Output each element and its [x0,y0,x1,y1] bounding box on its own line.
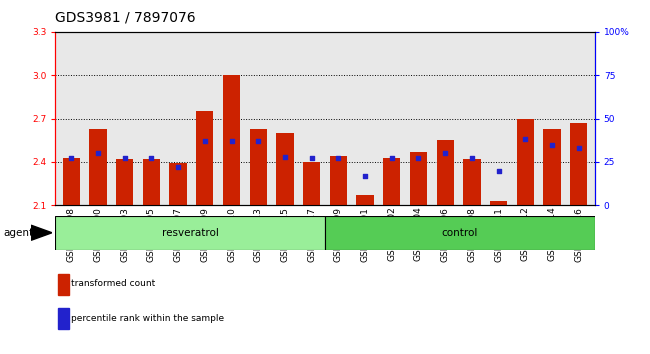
Bar [330,156,347,205]
Point [573,145,584,151]
Bar [276,133,294,205]
Text: percentile rank within the sample: percentile rank within the sample [71,314,224,322]
Point [226,138,237,144]
Text: resveratrol: resveratrol [162,228,218,238]
Point [467,156,477,161]
Bar [356,195,374,205]
Bar [517,119,534,205]
Polygon shape [31,225,52,240]
Point [413,156,424,161]
Bar [570,123,588,205]
Bar [58,274,69,295]
Bar [250,129,267,205]
Text: control: control [442,228,478,238]
Bar [58,308,69,329]
Point [120,156,130,161]
Point [173,164,183,170]
Point [520,137,530,142]
Bar [463,159,480,205]
Point [66,156,77,161]
Bar [62,158,80,205]
Bar [55,216,325,250]
Bar [383,158,400,205]
Bar [543,129,561,205]
Point [306,156,317,161]
Bar [325,216,595,250]
Point [280,154,290,160]
Point [440,150,450,156]
Point [93,150,103,156]
Bar [170,164,187,205]
Bar [303,162,320,205]
Point [493,168,504,173]
Point [200,138,210,144]
Bar [410,152,427,205]
Bar [437,140,454,205]
Bar [196,112,213,205]
Bar [223,75,240,205]
Point [547,142,557,148]
Point [360,173,370,179]
Bar [89,129,107,205]
Point [253,138,263,144]
Text: transformed count: transformed count [71,279,155,289]
Text: GDS3981 / 7897076: GDS3981 / 7897076 [55,11,196,25]
Point [333,156,344,161]
Bar [143,159,160,205]
Point [146,156,157,161]
Text: agent: agent [3,228,33,238]
Point [387,156,397,161]
Bar [116,159,133,205]
Bar [490,201,507,205]
